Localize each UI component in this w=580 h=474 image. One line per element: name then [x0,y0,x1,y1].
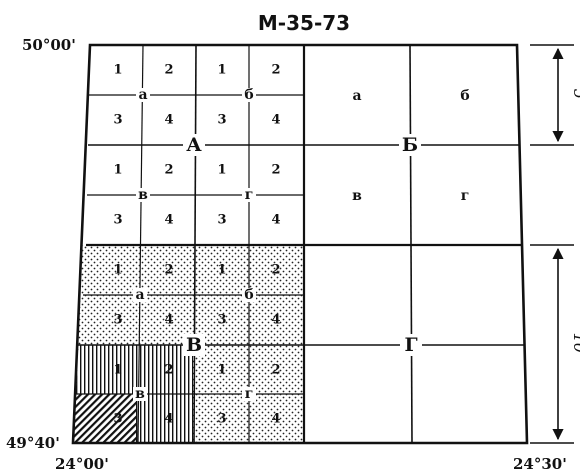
quadrant-letter-v-bg [183,334,205,356]
cell-number: 4 [164,412,173,427]
cell-number: 4 [164,113,173,128]
cell-number: 2 [164,163,173,178]
dimension-10-minutes: 10' [570,333,580,358]
sub-letter-bg [242,387,256,401]
cell-number: 3 [113,412,122,427]
quadrant-letter-a: А [186,134,202,156]
corner-lon-right: 24°30' [513,455,567,473]
sub-letter-bg [136,188,150,202]
sheet-frame [71,43,529,445]
cell-number: 4 [271,213,280,228]
sub-letter: в [138,187,148,203]
cell-number: 4 [271,412,280,427]
sub-letter: г [245,386,254,402]
sub-letter-bg [136,88,150,102]
cell-number: 2 [164,63,173,78]
cell-number: 3 [113,113,122,128]
sub-letter: а [138,87,147,103]
sheet-grid [71,43,529,445]
sub-letter-bg [242,288,256,302]
cell-number: 1 [113,263,122,278]
cell-number: 2 [271,163,280,178]
cell-number: 2 [164,263,173,278]
sub-letter: б [460,88,469,104]
quadrant-letter-b-bg [399,134,421,156]
dimension-marks [530,44,574,444]
sub-letter: а [352,88,361,104]
grid-labels: 1 3 2 4 1 3 2 4 1 3 2 4 1 3 2 4 1 3 2 4 1 3 2 4 1 3 2 4 1 3 2 4 а б в г а б в г… [113,63,469,427]
cell-number: 4 [164,213,173,228]
cell-number: 4 [271,113,280,128]
cell-number: 2 [271,263,280,278]
quadrant-letter-b: Б [402,134,418,156]
cell-number: 1 [113,163,122,178]
cell-number: 3 [113,313,122,328]
quadrant-letter-g: Г [404,334,417,356]
cell-number: 2 [271,363,280,378]
corner-lat-top: 50°00' [22,36,76,54]
cell-number: 2 [271,63,280,78]
sub-letter: в [135,386,145,402]
sub-letter: б [244,287,253,303]
cell-number: 1 [217,163,226,178]
cell-number: 3 [217,213,226,228]
cell-number: 2 [164,363,173,378]
quadrant-letter-a-bg [183,134,205,156]
corner-lat-bottom: 49°40' [6,434,60,452]
sub-letter-bg [242,188,256,202]
cell-number: 4 [271,313,280,328]
sub-letter-bg [133,288,147,302]
cell-number: 1 [113,363,122,378]
sub-letter: а [135,287,144,303]
dimension-5-minutes: 5' [570,89,580,104]
corner-lon-left: 24°00' [55,455,109,473]
sub-letter: в [352,188,362,204]
cell-number: 1 [217,263,226,278]
quadrant-letter-g-bg [400,334,422,356]
sub-letter-bg [133,387,147,401]
sub-letter: б [244,87,253,103]
cell-number: 3 [217,412,226,427]
quadrant-letter-v: В [186,334,202,356]
sub-letter-bg [242,88,256,102]
cell-number: 1 [217,363,226,378]
sub-letter: г [245,187,254,203]
sub-letter: г [461,188,470,204]
cell-number: 1 [113,63,122,78]
cell-number: 3 [217,113,226,128]
cell-number: 3 [113,213,122,228]
cell-number: 4 [164,313,173,328]
cell-number: 1 [217,63,226,78]
cell-number: 3 [217,313,226,328]
sheet-title: M-35-73 [258,11,350,35]
